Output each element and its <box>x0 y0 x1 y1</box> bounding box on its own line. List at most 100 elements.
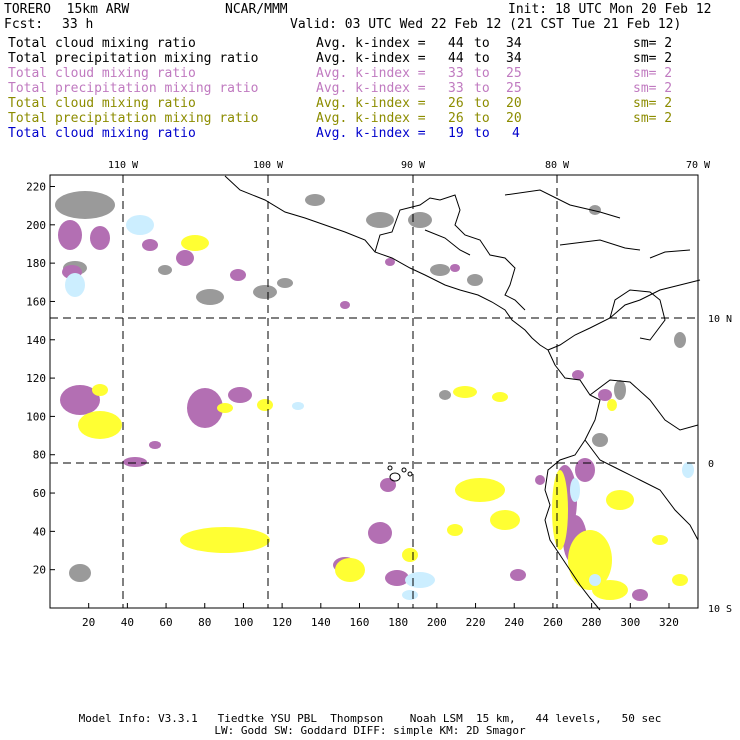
x-tick-label: 260 <box>543 616 563 629</box>
legend-to: to <box>474 81 490 96</box>
x-tick-label: 240 <box>504 616 524 629</box>
y-tick-labels: 20 40 60 80 100 120 140 160 180 200 220 <box>26 180 46 576</box>
legend-sm: sm= 2 <box>633 51 673 66</box>
purple-cloud-field <box>58 220 648 601</box>
x-tick-label: 120 <box>272 616 292 629</box>
x-tick-label: 220 <box>466 616 486 629</box>
footer-physics-info: LW: Godd SW: Goddard DIFF: simple KM: 2D… <box>214 724 526 737</box>
x-tick-label: 280 <box>582 616 602 629</box>
legend-to: to <box>474 66 490 81</box>
legend-to: to <box>474 126 490 141</box>
lon-label: 100 W <box>253 160 284 171</box>
legend-hi: 34 <box>506 36 522 51</box>
legend-sm: sm= 2 <box>633 111 673 126</box>
x-tick-label: 20 <box>82 616 95 629</box>
legend-avg: Avg. k-index = <box>316 126 426 141</box>
legend-lo: 26 <box>448 111 464 126</box>
legend-hi: 20 <box>506 111 522 126</box>
x-tick-marks <box>88 603 670 608</box>
legend-lo: 33 <box>448 66 464 81</box>
y-tick-label: 40 <box>33 525 46 538</box>
x-tick-label: 140 <box>311 616 331 629</box>
legend-field: Total cloud mixing ratio <box>8 96 196 111</box>
legend-hi: 4 <box>512 126 520 141</box>
legend-lo: 26 <box>448 96 464 111</box>
legend-avg: Avg. k-index = <box>316 51 426 66</box>
y-tick-label: 120 <box>26 372 46 385</box>
legend-avg: Avg. k-index = <box>316 81 426 96</box>
valid-time: Valid: 03 UTC Wed 22 Feb 12 (21 CST Tue … <box>290 17 682 32</box>
footer-model-info: Model Info: V3.3.1 Tiedtke YSU PBL Thomp… <box>78 712 662 725</box>
legend-lo: 44 <box>448 51 464 66</box>
lon-label: 110 W <box>108 160 139 171</box>
legend-lo: 33 <box>448 81 464 96</box>
y-tick-label: 180 <box>26 257 46 270</box>
legend-hi: 25 <box>506 81 522 96</box>
legend-field: Total precipitation mixing ratio <box>8 51 259 66</box>
legend-row: Total cloud mixing ratio Avg. k-index = … <box>8 126 728 141</box>
y-tick-label: 140 <box>26 334 46 347</box>
legend-field: Total precipitation mixing ratio <box>8 81 259 96</box>
legend-sm: sm= 2 <box>633 36 673 51</box>
lat-label: 0 <box>708 459 714 470</box>
legend-hi: 34 <box>506 51 522 66</box>
legend-lo: 44 <box>448 36 464 51</box>
x-tick-labels: 20 40 60 80 100 120 140 160 180 200 220 240 260 280 30… <box>82 616 679 629</box>
legend-avg: Avg. k-index = <box>316 36 426 51</box>
y-tick-label: 100 <box>26 410 46 423</box>
legend-row: Total cloud mixing ratio Avg. k-index = … <box>8 36 728 51</box>
init-time: Init: 18 UTC Mon 20 Feb 12 <box>508 2 712 17</box>
legend-hi: 20 <box>506 96 522 111</box>
x-tick-label: 320 <box>659 616 679 629</box>
y-tick-marks <box>50 185 55 571</box>
y-tick-label: 160 <box>26 295 46 308</box>
latitude-labels: 10 N 0 10 S <box>708 314 732 615</box>
lon-label: 70 W <box>686 160 711 171</box>
x-tick-label: 80 <box>198 616 211 629</box>
forecast-hour: 33 h <box>62 17 94 32</box>
legend-hi: 25 <box>506 66 522 81</box>
x-tick-label: 60 <box>159 616 172 629</box>
x-tick-label: 200 <box>427 616 447 629</box>
legend-field: Total precipitation mixing ratio <box>8 111 259 126</box>
legend-row: Total cloud mixing ratio Avg. k-index = … <box>8 96 728 111</box>
yellow-cloud-field <box>78 235 688 600</box>
model-name: TORERO 15km ARW <box>4 2 130 17</box>
legend-sm: sm= 2 <box>633 96 673 111</box>
lon-label: 80 W <box>545 160 570 171</box>
legend-avg: Avg. k-index = <box>316 66 426 81</box>
legend-field: Total cloud mixing ratio <box>8 66 196 81</box>
y-tick-label: 20 <box>33 564 46 577</box>
y-tick-label: 220 <box>26 180 46 193</box>
plot-frame <box>49 174 699 609</box>
legend-row: Total cloud mixing ratio Avg. k-index = … <box>8 66 728 81</box>
legend-field: Total cloud mixing ratio <box>8 126 196 141</box>
coastline <box>224 175 701 611</box>
legend-sm: sm= 2 <box>633 66 673 81</box>
legend-row: Total precipitation mixing ratio Avg. k-… <box>8 111 728 126</box>
legend-to: to <box>474 96 490 111</box>
legend-lo: 19 <box>448 126 464 141</box>
legend-row: Total precipitation mixing ratio Avg. k-… <box>8 51 728 66</box>
legend-avg: Avg. k-index = <box>316 111 426 126</box>
x-tick-label: 40 <box>121 616 134 629</box>
longitude-labels: 110 W 100 W 90 W 80 W 70 W <box>108 160 711 171</box>
legend-to: to <box>474 36 490 51</box>
lat-label: 10 N <box>708 314 732 325</box>
x-tick-label: 180 <box>388 616 408 629</box>
y-tick-label: 80 <box>33 449 46 462</box>
gray-cloud-field <box>55 191 686 582</box>
forecast-label: Fcst: <box>4 17 44 32</box>
organization: NCAR/MMM <box>225 2 288 17</box>
x-tick-label: 300 <box>620 616 640 629</box>
x-tick-label: 100 <box>233 616 253 629</box>
graticule <box>50 175 698 608</box>
lat-label: 10 S <box>708 604 732 615</box>
legend-field: Total cloud mixing ratio <box>8 36 196 51</box>
lon-label: 90 W <box>401 160 426 171</box>
legend-row: Total precipitation mixing ratio Avg. k-… <box>8 81 728 96</box>
lightblue-cloud-field <box>65 215 694 600</box>
legend-to: to <box>474 51 490 66</box>
legend-avg: Avg. k-index = <box>316 96 426 111</box>
